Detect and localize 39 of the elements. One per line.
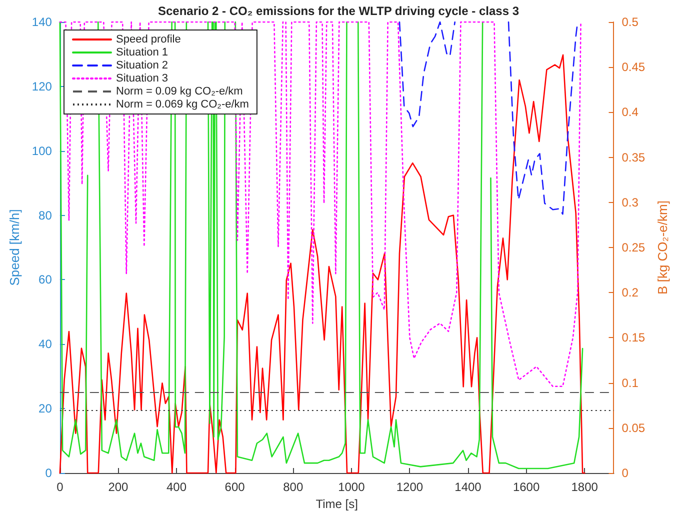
x-tick-label: 200: [108, 480, 129, 494]
legend-label: Norm = 0.069 kg CO₂-e/km: [116, 98, 249, 110]
legend-label: Norm = 0.09 kg CO₂-e/km: [116, 86, 243, 98]
legend-label: Speed profile: [116, 34, 181, 46]
x-tick-label: 1600: [512, 480, 540, 494]
y-tick-label: 0: [45, 466, 52, 480]
y2-tick-label: 0: [622, 466, 629, 480]
y2-tick-label: 0.2: [622, 286, 639, 300]
x-tick-label: 1000: [338, 480, 366, 494]
y-tick-label: 80: [38, 208, 52, 222]
x-tick-label: 600: [224, 480, 246, 494]
y2-tick-label: 0.1: [622, 376, 639, 390]
y-tick-label: 40: [38, 337, 52, 352]
y-axis-title: Speed [km/h]: [7, 209, 22, 286]
y2-tick-label: 0.35: [622, 150, 646, 164]
legend-label: Situation 2: [116, 60, 168, 72]
x-tick-label: 1800: [571, 480, 598, 494]
y-tick-label: 140: [32, 15, 52, 29]
x-tick-label: 1200: [396, 480, 424, 494]
y-tick-label: 120: [32, 79, 52, 94]
y-tick-label: 100: [32, 144, 52, 158]
y2-tick-label: 0.3: [622, 195, 639, 210]
y-tick-label: 60: [38, 272, 52, 287]
x-tick-label: 800: [283, 480, 304, 494]
chart-title: Scenario 2 - CO₂ emissions for the WLTP driving cycle - class 3: [158, 4, 520, 18]
legend-label: Situation 1: [116, 46, 168, 58]
y2-tick-label: 0.4: [622, 105, 639, 120]
y2-tick-label: 0.05: [622, 420, 646, 435]
legend-label: Situation 3: [116, 72, 168, 84]
y2-tick-label: 0.15: [622, 330, 646, 345]
x-tick-label: 400: [166, 480, 187, 494]
x-axis-title: Time [s]: [316, 496, 358, 511]
y2-axis-title: B [kg CO₂-e/km]: [655, 200, 670, 294]
y2-tick-label: 0.45: [622, 60, 646, 74]
y-tick-label: 20: [38, 402, 52, 416]
x-tick-label: 0: [56, 480, 64, 494]
y2-tick-label: 0.5: [622, 15, 639, 29]
x-tick-label: 1400: [454, 480, 482, 494]
y2-tick-label: 0.25: [622, 240, 646, 254]
